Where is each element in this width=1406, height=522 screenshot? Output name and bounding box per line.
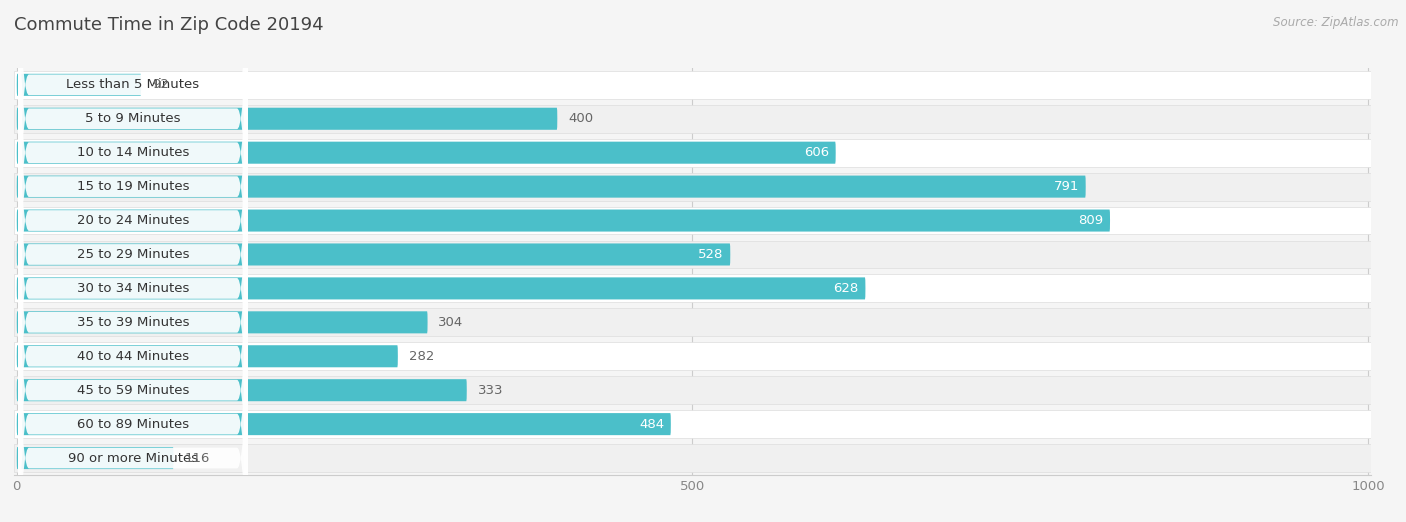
Text: 10 to 14 Minutes: 10 to 14 Minutes: [77, 146, 190, 159]
FancyBboxPatch shape: [18, 95, 247, 522]
Bar: [14, 410, 1371, 438]
FancyBboxPatch shape: [17, 311, 427, 334]
FancyBboxPatch shape: [18, 0, 247, 482]
Text: 25 to 29 Minutes: 25 to 29 Minutes: [77, 248, 190, 261]
Bar: [14, 342, 1371, 370]
FancyBboxPatch shape: [17, 447, 173, 469]
FancyBboxPatch shape: [17, 345, 398, 367]
FancyBboxPatch shape: [18, 163, 247, 522]
Bar: [14, 139, 1371, 167]
Text: 116: 116: [184, 452, 209, 465]
Text: Source: ZipAtlas.com: Source: ZipAtlas.com: [1274, 16, 1399, 29]
Bar: [14, 444, 1371, 472]
Bar: [14, 376, 1371, 404]
Bar: [14, 241, 1371, 268]
FancyBboxPatch shape: [18, 27, 247, 522]
FancyBboxPatch shape: [17, 108, 557, 130]
Text: 333: 333: [478, 384, 503, 397]
FancyBboxPatch shape: [18, 0, 247, 448]
Text: 484: 484: [638, 418, 664, 431]
Text: Commute Time in Zip Code 20194: Commute Time in Zip Code 20194: [14, 16, 323, 33]
Text: 400: 400: [568, 112, 593, 125]
Text: 30 to 34 Minutes: 30 to 34 Minutes: [77, 282, 190, 295]
FancyBboxPatch shape: [18, 0, 247, 380]
Bar: [14, 71, 1371, 99]
FancyBboxPatch shape: [17, 413, 671, 435]
Text: 45 to 59 Minutes: 45 to 59 Minutes: [77, 384, 190, 397]
FancyBboxPatch shape: [18, 0, 247, 346]
FancyBboxPatch shape: [17, 243, 730, 266]
Bar: [14, 207, 1371, 234]
FancyBboxPatch shape: [17, 379, 467, 401]
Text: 20 to 24 Minutes: 20 to 24 Minutes: [77, 214, 190, 227]
Text: 528: 528: [699, 248, 724, 261]
FancyBboxPatch shape: [18, 61, 247, 522]
Text: 304: 304: [439, 316, 464, 329]
Bar: [14, 173, 1371, 200]
Text: Less than 5 Minutes: Less than 5 Minutes: [66, 78, 200, 91]
FancyBboxPatch shape: [18, 197, 247, 522]
Text: 809: 809: [1078, 214, 1104, 227]
Text: 35 to 39 Minutes: 35 to 39 Minutes: [77, 316, 190, 329]
Bar: [14, 309, 1371, 336]
Text: 791: 791: [1053, 180, 1078, 193]
Text: 92: 92: [152, 78, 169, 91]
FancyBboxPatch shape: [17, 277, 866, 300]
Text: 40 to 44 Minutes: 40 to 44 Minutes: [77, 350, 188, 363]
FancyBboxPatch shape: [18, 129, 247, 522]
Text: 15 to 19 Minutes: 15 to 19 Minutes: [77, 180, 190, 193]
FancyBboxPatch shape: [18, 0, 247, 516]
Text: 282: 282: [409, 350, 434, 363]
Text: 606: 606: [804, 146, 830, 159]
Text: 628: 628: [834, 282, 859, 295]
Bar: [14, 105, 1371, 133]
FancyBboxPatch shape: [17, 175, 1085, 198]
FancyBboxPatch shape: [18, 0, 247, 414]
Text: 60 to 89 Minutes: 60 to 89 Minutes: [77, 418, 188, 431]
Bar: [14, 275, 1371, 302]
FancyBboxPatch shape: [17, 141, 835, 164]
Text: 90 or more Minutes: 90 or more Minutes: [67, 452, 198, 465]
Text: 5 to 9 Minutes: 5 to 9 Minutes: [86, 112, 181, 125]
FancyBboxPatch shape: [17, 74, 141, 96]
FancyBboxPatch shape: [17, 209, 1109, 232]
